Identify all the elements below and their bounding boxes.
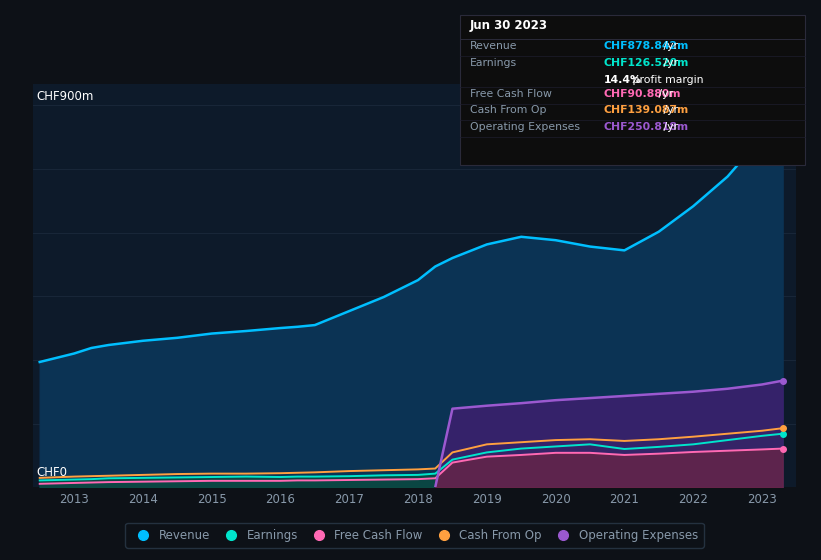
- Text: /yr: /yr: [659, 58, 677, 68]
- Text: Earnings: Earnings: [470, 58, 517, 68]
- Text: Revenue: Revenue: [470, 41, 517, 52]
- Text: Jun 30 2023: Jun 30 2023: [470, 20, 548, 32]
- Text: /yr: /yr: [659, 122, 677, 132]
- Text: Operating Expenses: Operating Expenses: [470, 122, 580, 132]
- Text: /yr: /yr: [659, 105, 677, 115]
- Text: CHF900m: CHF900m: [37, 90, 94, 103]
- Text: CHF878.842m: CHF878.842m: [603, 41, 689, 52]
- Text: 14.4%: 14.4%: [603, 74, 642, 85]
- Text: CHF0: CHF0: [37, 466, 67, 479]
- Legend: Revenue, Earnings, Free Cash Flow, Cash From Op, Operating Expenses: Revenue, Earnings, Free Cash Flow, Cash …: [126, 523, 704, 548]
- Text: Cash From Op: Cash From Op: [470, 105, 546, 115]
- Text: CHF126.520m: CHF126.520m: [603, 58, 689, 68]
- Text: CHF139.087m: CHF139.087m: [603, 105, 689, 115]
- Text: /yr: /yr: [654, 88, 672, 99]
- Text: CHF250.818m: CHF250.818m: [603, 122, 689, 132]
- Text: profit margin: profit margin: [629, 74, 704, 85]
- Text: CHF90.880m: CHF90.880m: [603, 88, 681, 99]
- Text: Free Cash Flow: Free Cash Flow: [470, 88, 552, 99]
- Text: /yr: /yr: [659, 41, 677, 52]
